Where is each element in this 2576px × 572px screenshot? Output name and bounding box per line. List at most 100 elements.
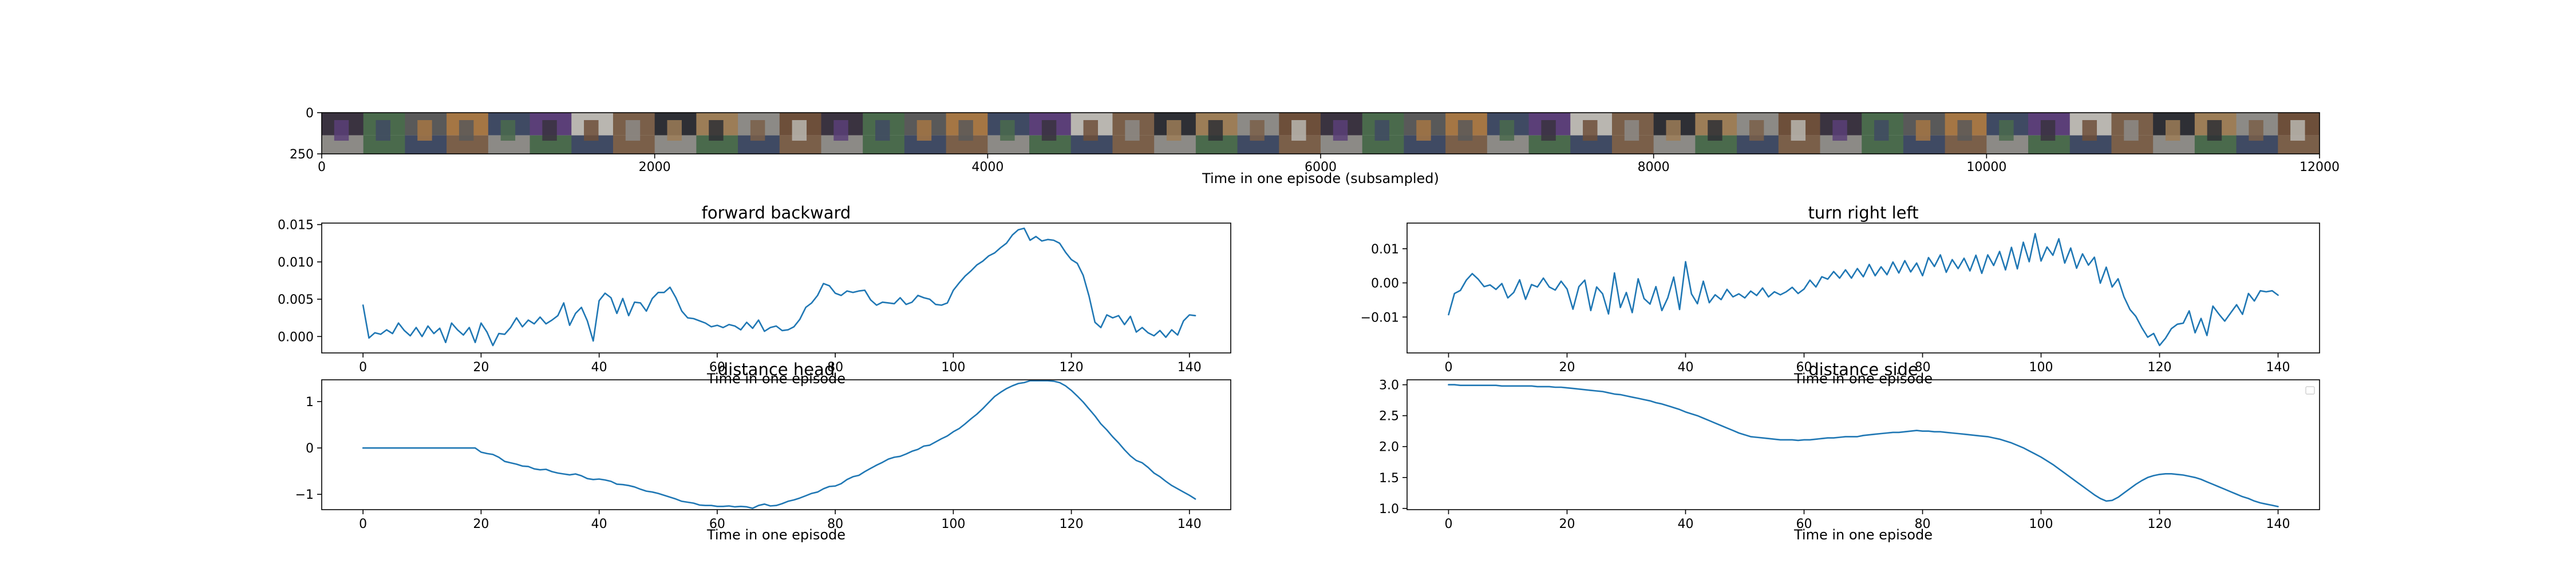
x-tick-label: 140 <box>2266 517 2290 531</box>
frame-thumbnail-object <box>1791 120 1806 141</box>
distance-side-axes <box>1406 379 2320 510</box>
frame-thumbnail-object <box>1957 120 1972 141</box>
frame-thumbnail-object <box>1125 120 1140 141</box>
frame-strip-ticks: 0 2000 4000 6000 8000 10000 12000 0 250 <box>290 106 2340 174</box>
frame-thumbnail-object <box>2040 120 2056 141</box>
distance-side-panel: 0 20 40 60 80 100 120 140 1.0 1.5 2.0 2.5 3.0 distan… <box>1379 360 2320 543</box>
frame-thumbnail-object <box>2165 120 2180 141</box>
x-tick-label: 6000 <box>1305 160 1337 174</box>
x-tick-label: 8000 <box>1638 160 1670 174</box>
frame-thumbnail-object <box>2249 120 2263 141</box>
x-tick-label: 60 <box>1796 517 1812 531</box>
frame-thumbnail-object <box>1624 120 1639 141</box>
x-tick-label: 140 <box>1178 517 1202 531</box>
frame-thumbnail-object <box>1666 120 1681 141</box>
frame-thumbnail-object <box>1041 120 1057 141</box>
y-tick-label: 3.0 <box>1379 379 1399 393</box>
distance-head-line <box>362 380 1196 509</box>
forward-backward-line <box>362 227 1196 347</box>
x-tick-label: 60 <box>709 360 725 375</box>
x-tick-label: 40 <box>1677 517 1693 531</box>
forward-backward-ticks: 0 20 40 60 80 100 120 140 0.000 0.005 0.010 0.015 <box>278 219 1202 375</box>
x-tick-label: 80 <box>1915 360 1931 375</box>
distance-head-axes <box>321 379 1231 510</box>
frame-thumbnail-object <box>2290 120 2305 141</box>
frame-thumbnail-object <box>1000 120 1015 141</box>
forward-backward-title: forward backward <box>702 203 851 223</box>
turn-right-left-ticks: 0 20 40 60 80 100 120 140 −0.01 0.00 0.01 <box>1361 243 2290 375</box>
x-tick-label: 100 <box>2029 360 2053 375</box>
x-tick-label: 0 <box>1444 517 1452 531</box>
x-tick-label: 120 <box>2148 517 2172 531</box>
distance-head-panel: 0 20 40 60 80 100 120 140 −1 0 1 distance head Tim… <box>295 360 1231 543</box>
frame-thumbnail-object <box>958 120 973 141</box>
x-tick-label: 80 <box>827 360 843 375</box>
frame-thumbnail-object <box>792 120 807 141</box>
x-tick-label: 40 <box>1677 360 1693 375</box>
distance-head-ticks: 0 20 40 60 80 100 120 140 −1 0 1 <box>295 395 1202 531</box>
frame-thumbnail-object <box>1749 120 1764 141</box>
x-tick-label: 140 <box>1178 360 1202 375</box>
frame-thumbnail-object <box>1166 120 1182 141</box>
x-tick-label: 10000 <box>1966 160 2006 174</box>
frame-thumbnail-object <box>2082 120 2097 141</box>
y-tick-label: 0.005 <box>278 293 314 307</box>
forward-backward-panel: forward backward 0 20 40 60 80 100 120 140 0.000… <box>278 203 1231 387</box>
y-tick-label: 0 <box>306 106 314 121</box>
frame-thumbnail-object <box>584 120 599 141</box>
frame-thumbnail-object <box>1083 120 1099 141</box>
x-tick-label: 60 <box>1796 360 1812 375</box>
y-tick-label: 0.010 <box>278 256 314 270</box>
x-tick-label: 0 <box>359 360 367 375</box>
frame-thumbnail-object <box>1999 120 2014 141</box>
distance-side-line <box>1448 384 2279 507</box>
frame-thumbnail-object <box>334 120 349 141</box>
y-tick-label: 0.015 <box>278 219 314 233</box>
x-tick-label: 20 <box>473 360 489 375</box>
turn-right-left-axes <box>1406 223 2320 353</box>
forward-backward-axes <box>321 223 1231 353</box>
y-tick-label: 0 <box>306 442 314 456</box>
x-tick-label: 100 <box>941 360 965 375</box>
distance-head-title: distance head <box>718 360 835 379</box>
x-tick-label: 100 <box>941 517 965 531</box>
y-tick-label: −0.01 <box>1361 311 1399 325</box>
frame-thumbnail-object <box>1208 120 1223 141</box>
x-tick-label: 0 <box>1444 360 1452 375</box>
distance-side-xlabel: Time in one episode <box>1793 527 1933 543</box>
x-tick-label: 120 <box>2148 360 2172 375</box>
x-tick-label: 20 <box>1559 360 1575 375</box>
turn-right-left-panel: turn right left 0 20 40 60 80 100 120 140−0.010… <box>1361 203 2320 387</box>
frame-thumbnail-object <box>1250 120 1265 141</box>
turn-right-left-xlabel: Time in one episode <box>1793 371 1933 387</box>
frame-thumbnail-object <box>833 120 848 141</box>
x-tick-label: 40 <box>591 360 607 375</box>
y-tick-label: 1 <box>306 395 314 410</box>
frame-thumbnail-object <box>1374 120 1389 141</box>
frame-strip-xlabel: Time in one episode (subsampled) <box>1202 170 1439 186</box>
y-tick-label: 1.5 <box>1379 471 1399 486</box>
frame-thumbnail-object <box>376 120 390 141</box>
frame-thumbnail-object <box>1291 120 1306 141</box>
y-tick-label: 2.0 <box>1379 440 1399 455</box>
x-tick-label: 120 <box>1060 517 1084 531</box>
frame-strip-panel: 0 2000 4000 6000 8000 10000 12000 0 250 Time in … <box>290 106 2340 186</box>
frame-thumbnail-object <box>1832 120 1847 141</box>
x-tick-label: 140 <box>2266 360 2290 375</box>
x-tick-label: 100 <box>2029 517 2053 531</box>
frame-thumbnail-object <box>1416 120 1431 141</box>
frame-thumbnail-object <box>1333 120 1348 141</box>
frame-thumbnail-object <box>625 120 641 141</box>
frame-thumbnail-object <box>1915 120 1931 141</box>
frame-thumbnail-object <box>750 120 765 141</box>
distance-head-xlabel: Time in one episode <box>706 527 846 543</box>
x-tick-label: 120 <box>1060 360 1084 375</box>
turn-right-left-line <box>1448 233 2279 347</box>
frame-thumbnail-object <box>1708 120 1722 141</box>
y-tick-label: −1 <box>295 488 314 502</box>
x-tick-label: 60 <box>709 517 725 531</box>
x-tick-label: 40 <box>591 517 607 531</box>
y-tick-label: 0.000 <box>278 330 314 344</box>
